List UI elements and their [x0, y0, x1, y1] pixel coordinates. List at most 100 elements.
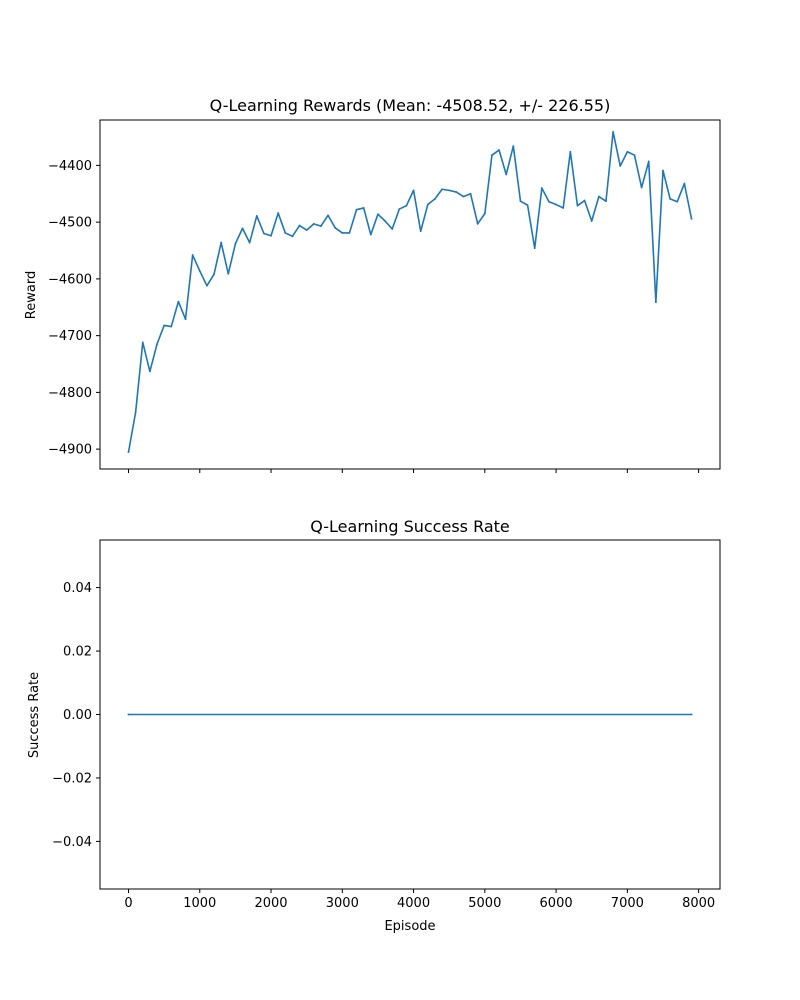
rewards-data-point	[441, 188, 443, 191]
success-rate-chart-title: Q-Learning Success Rate	[310, 517, 510, 536]
rewards-data-point	[583, 199, 586, 202]
rewards-data-point	[476, 222, 479, 225]
rewards-data-point	[640, 186, 643, 189]
success-rate-x-tick-label: 3000	[326, 896, 359, 911]
rewards-data-point	[320, 225, 322, 228]
rewards-data-point	[206, 284, 208, 287]
rewards-data-point	[220, 241, 223, 244]
rewards-data-point	[562, 207, 565, 209]
rewards-data-point	[248, 241, 251, 244]
rewards-y-tick-label: −4600	[48, 272, 92, 287]
rewards-series-line	[127, 131, 693, 453]
rewards-y-tick-label: −4700	[48, 329, 92, 344]
rewards-data-point	[533, 247, 536, 250]
episode-x-axis-label: Episode	[384, 919, 435, 934]
rewards-data-point	[398, 208, 401, 210]
rewards-data-point	[355, 208, 358, 211]
rewards-data-point	[462, 195, 465, 198]
success-rate-x-tick-label: 5000	[468, 896, 501, 911]
rewards-data-point	[284, 232, 287, 234]
rewards-data-point	[334, 226, 337, 229]
rewards-data-point	[569, 150, 572, 153]
rewards-data-point	[676, 200, 679, 203]
rewards-data-point	[605, 200, 607, 203]
rewards-data-point	[548, 200, 550, 203]
rewards-data-point	[198, 270, 201, 272]
success-rate-marks: 0 1000 2000 3000 4000 5000 6000 7000 8000 −0.04 −0…	[52, 581, 715, 911]
rewards-data-point	[597, 195, 600, 198]
success-rate-x-tick-label: 2000	[254, 896, 287, 911]
success-rate-data-point	[127, 713, 130, 716]
rewards-data-point	[555, 203, 557, 206]
rewards-data-point	[213, 273, 215, 276]
rewards-data-point	[184, 318, 187, 321]
rewards-data-point	[270, 234, 272, 237]
success-rate-y-tick-label: 0.00	[63, 708, 92, 723]
rewards-data-point	[255, 215, 258, 217]
rewards-data-point	[127, 451, 130, 453]
success-rate-y-tick-label: 0.04	[63, 581, 92, 596]
rewards-data-point	[369, 233, 372, 236]
rewards-data-point	[170, 325, 173, 328]
rewards-data-point	[191, 254, 194, 256]
rewards-data-point	[141, 341, 144, 344]
rewards-data-point	[662, 169, 664, 172]
rewards-data-point	[426, 203, 429, 206]
rewards-data-point	[619, 165, 622, 167]
rewards-data-point	[455, 191, 458, 193]
rewards-data-point	[241, 227, 244, 230]
rewards-data-point	[469, 192, 472, 195]
success-rate-x-tick-label: 8000	[682, 896, 715, 911]
rewards-data-point	[448, 189, 451, 192]
rewards-data-point	[647, 160, 650, 163]
rewards-y-tick-label: −4500	[48, 216, 92, 231]
rewards-data-point	[491, 154, 493, 157]
success-rate-x-tick-label: 7000	[611, 896, 644, 911]
success-rate-chart: Q-Learning Success Rate Success Rate Epi…	[27, 517, 721, 934]
rewards-data-point	[391, 228, 394, 230]
rewards-data-point	[626, 150, 629, 153]
rewards-data-point	[134, 411, 137, 414]
rewards-data-point	[512, 145, 515, 148]
rewards-data-point	[227, 272, 230, 275]
rewards-data-point	[519, 200, 522, 203]
rewards-data-point	[483, 212, 486, 215]
success-rate-data-point	[690, 713, 693, 716]
rewards-data-point	[412, 189, 415, 192]
rewards-data-point	[377, 213, 379, 216]
rewards-data-point	[305, 229, 308, 231]
rewards-data-point	[156, 343, 158, 346]
success-rate-x-tick-label: 6000	[540, 896, 573, 911]
rewards-y-tick-label: −4900	[48, 443, 92, 458]
rewards-data-point	[612, 131, 614, 133]
rewards-data-point	[498, 149, 500, 151]
rewards-data-point	[384, 220, 386, 222]
rewards-data-point	[405, 204, 408, 207]
success-rate-y-tick-label: −0.02	[52, 771, 92, 786]
rewards-data-point	[348, 232, 351, 234]
rewards-data-point	[298, 224, 301, 227]
rewards-data-point	[163, 324, 166, 327]
rewards-plot-frame	[99, 119, 721, 470]
rewards-data-point	[234, 242, 237, 245]
rewards-data-point	[362, 207, 365, 209]
rewards-data-point	[341, 232, 344, 234]
rewards-data-point	[654, 301, 657, 304]
rewards-data-point	[576, 204, 579, 207]
success-rate-plot-frame	[99, 539, 721, 890]
rewards-data-point	[590, 220, 593, 222]
success-rate-y-axis-label: Success Rate	[27, 672, 42, 758]
rewards-data-point	[419, 230, 422, 233]
rewards-data-point	[505, 173, 508, 176]
success-rate-x-tick-label: 1000	[183, 896, 216, 911]
success-rate-x-tick-label: 0	[124, 896, 132, 911]
rewards-data-point	[148, 370, 151, 373]
rewards-y-axis-label: Reward	[24, 271, 39, 319]
rewards-data-point	[683, 182, 686, 185]
rewards-marks: −4900 −4800 −4700 −4600 −4500 −4400	[48, 131, 700, 473]
rewards-data-point	[434, 197, 436, 200]
rewards-data-point	[177, 300, 180, 303]
rewards-chart-title: Q-Learning Rewards (Mean: -4508.52, +/- …	[210, 96, 611, 115]
